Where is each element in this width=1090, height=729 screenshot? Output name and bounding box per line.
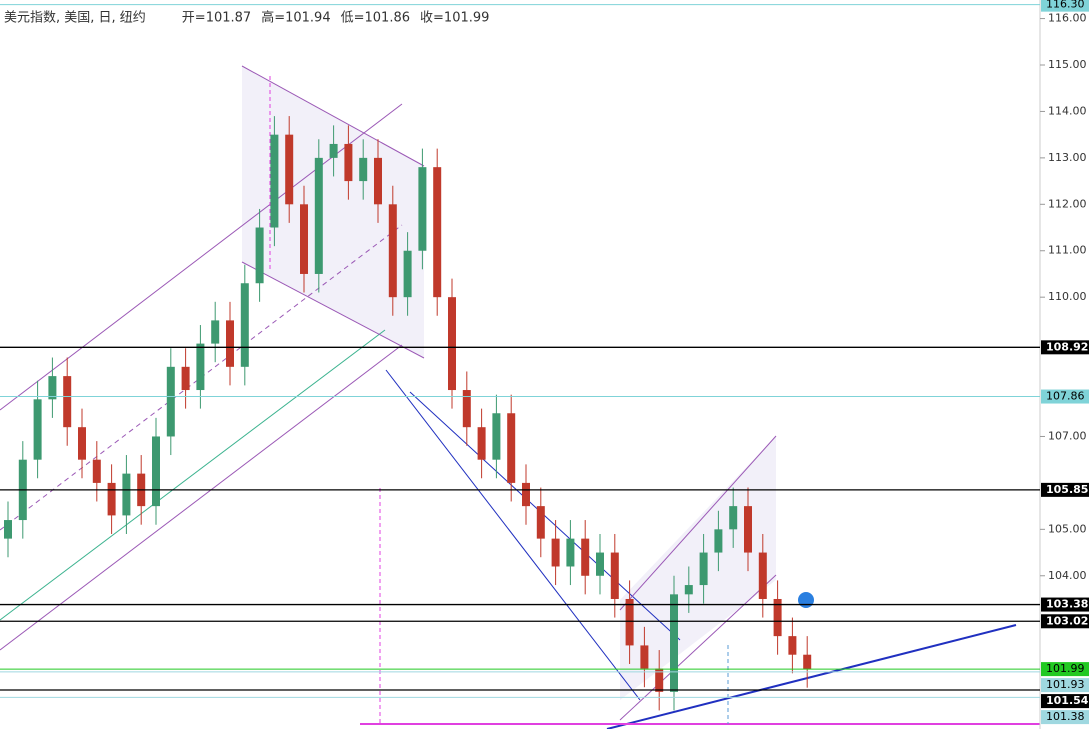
ohlc-value: 101.99 [444, 11, 490, 26]
ohlc-value: 101.94 [285, 11, 331, 26]
price-label: 116.30 [1046, 0, 1085, 11]
candle-body [522, 482, 530, 507]
candle-body [255, 227, 264, 284]
ohlc-label: 高= [261, 10, 285, 26]
y-tick-label: 110.00 [1048, 290, 1087, 303]
candle-body [4, 520, 12, 539]
candle-body [285, 134, 294, 205]
price-label: 101.93 [1046, 678, 1085, 691]
price-label: 101.99 [1046, 662, 1085, 675]
candle-body [122, 473, 131, 516]
candle-body [684, 585, 693, 595]
price-label: 101.38 [1046, 710, 1085, 723]
candle-body [374, 157, 382, 205]
ohlc-label: 收= [420, 11, 444, 26]
price-label-box [1041, 614, 1089, 629]
candle-body [448, 297, 456, 391]
candle-body [240, 283, 249, 367]
candle-body [551, 538, 560, 567]
price-label-box [1041, 340, 1089, 355]
symbol-title: 美元指数, 美国, 日, 纽约 [4, 11, 146, 26]
candle-body [433, 167, 442, 298]
candle-body [596, 552, 604, 576]
price-label-box [1041, 678, 1089, 693]
price-label: 107.86 [1046, 390, 1085, 403]
price-label-box [1041, 710, 1089, 725]
candle-body [744, 506, 752, 553]
price-label: 105.85 [1046, 483, 1088, 496]
header: 美元指数, 美国, 日, 纽约 [4, 11, 146, 26]
candle-body [492, 413, 501, 460]
candle-body [152, 436, 160, 507]
ohlc-label: 开= [182, 11, 206, 26]
price-label-box [1041, 597, 1089, 612]
candle-body [610, 552, 619, 599]
y-tick-label: 107.00 [1048, 429, 1087, 442]
candle-body [699, 552, 708, 586]
price-label-box [1041, 482, 1089, 497]
candle-body [418, 167, 427, 251]
candle-body [181, 366, 190, 391]
candle-body [625, 598, 634, 646]
candle-body [788, 636, 797, 655]
candle-body [226, 320, 234, 367]
candle-body [403, 250, 412, 298]
candle-body [63, 376, 72, 428]
candle-body [270, 134, 279, 228]
ohlc-value: 101.86 [365, 11, 411, 26]
candle-body [803, 654, 812, 670]
candle-body [78, 427, 86, 460]
candle-body [773, 598, 782, 637]
candle-body [714, 529, 723, 553]
price-label-box [1041, 389, 1089, 404]
candle-body [388, 204, 397, 298]
candle-body [166, 366, 175, 437]
candle-body [758, 552, 767, 599]
candle-body [477, 427, 486, 460]
price-label: 103.02 [1046, 614, 1088, 627]
price-label: 101.54 [1046, 694, 1089, 707]
price-label-box [1041, 662, 1089, 677]
y-tick-label: 112.00 [1048, 197, 1087, 210]
candle-body [196, 343, 205, 391]
candle-body [33, 399, 42, 460]
ohlc-label: 低= [341, 11, 365, 26]
candle-body [729, 506, 738, 530]
candle-body [300, 204, 308, 274]
y-tick-label: 113.00 [1048, 151, 1087, 164]
candle-body [581, 538, 590, 576]
candle-body [359, 157, 368, 182]
candle-body [314, 157, 323, 274]
y-tick-label: 104.00 [1048, 569, 1087, 582]
price-label-box [1041, 694, 1089, 709]
y-tick-label: 111.00 [1048, 244, 1087, 257]
candle-body [211, 320, 220, 344]
ohlc-value: 101.87 [206, 11, 252, 26]
y-tick-label: 105.00 [1048, 522, 1087, 535]
drawings [0, 65, 1040, 729]
candle-body [48, 376, 57, 400]
candle-body [507, 413, 516, 483]
candle-body [670, 594, 678, 692]
price-label: 108.92 [1046, 340, 1088, 353]
candle-body [640, 645, 649, 669]
y-tick-label: 114.00 [1048, 104, 1087, 117]
candle-body [329, 143, 338, 158]
candle-body [344, 143, 353, 182]
price-label: 103.38 [1046, 598, 1088, 611]
candle-body [536, 506, 545, 539]
candle-body [462, 390, 471, 428]
y-tick-label: 116.00 [1048, 12, 1087, 25]
candle-body [566, 538, 575, 567]
y-tick-label: 115.00 [1048, 58, 1087, 71]
candle-body [655, 668, 664, 692]
candle-body [107, 482, 116, 516]
candle-body [92, 459, 101, 483]
price-label-box [1041, 0, 1089, 12]
